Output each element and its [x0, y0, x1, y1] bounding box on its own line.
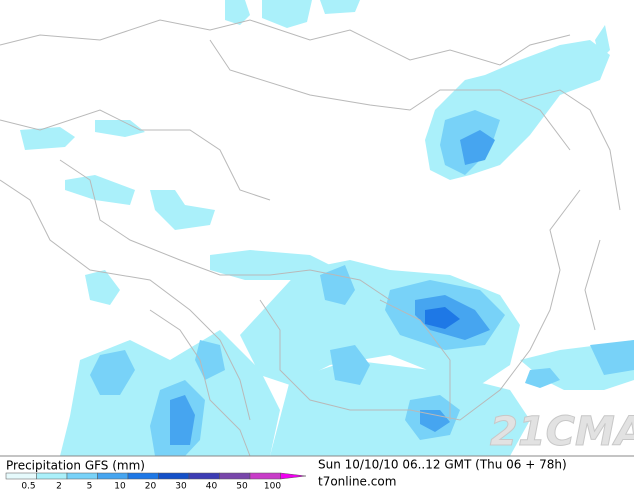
colorbar-label: 2 — [56, 482, 62, 490]
colorbar-segment — [66, 472, 98, 480]
colorbar-segment — [97, 472, 129, 480]
colorbar-segment — [249, 472, 281, 480]
timestamp: Sun 10/10/10 06..12 GMT (Thu 06 + 78h) — [318, 458, 567, 472]
legend-title: Precipitation GFS (mm) — [6, 459, 145, 473]
colorbar: 0.5 2 5 10 20 30 40 50 100 — [5, 472, 307, 490]
colorbar-tip — [280, 472, 307, 480]
precipitation — [20, 0, 634, 456]
colorbar-segment — [219, 472, 251, 480]
colorbar-segment — [127, 472, 159, 480]
watermark: 21CMA — [490, 409, 634, 455]
colorbar-label: 0.5 — [21, 482, 35, 490]
colorbar-label: 40 — [206, 482, 218, 490]
colorbar-segment — [158, 472, 190, 480]
borders — [0, 19, 621, 457]
colorbar-label: 50 — [236, 482, 248, 490]
colorbar-label: 30 — [175, 482, 187, 490]
colorbar-segment — [5, 472, 37, 480]
source: t7online.com — [318, 475, 396, 489]
colorbar-label: 100 — [264, 482, 281, 490]
colorbar-label: 10 — [114, 482, 126, 490]
colorbar-label: 5 — [87, 482, 93, 490]
colorbar-label: 20 — [145, 482, 157, 490]
colorbar-segment — [188, 472, 220, 480]
colorbar-segment — [36, 472, 68, 480]
